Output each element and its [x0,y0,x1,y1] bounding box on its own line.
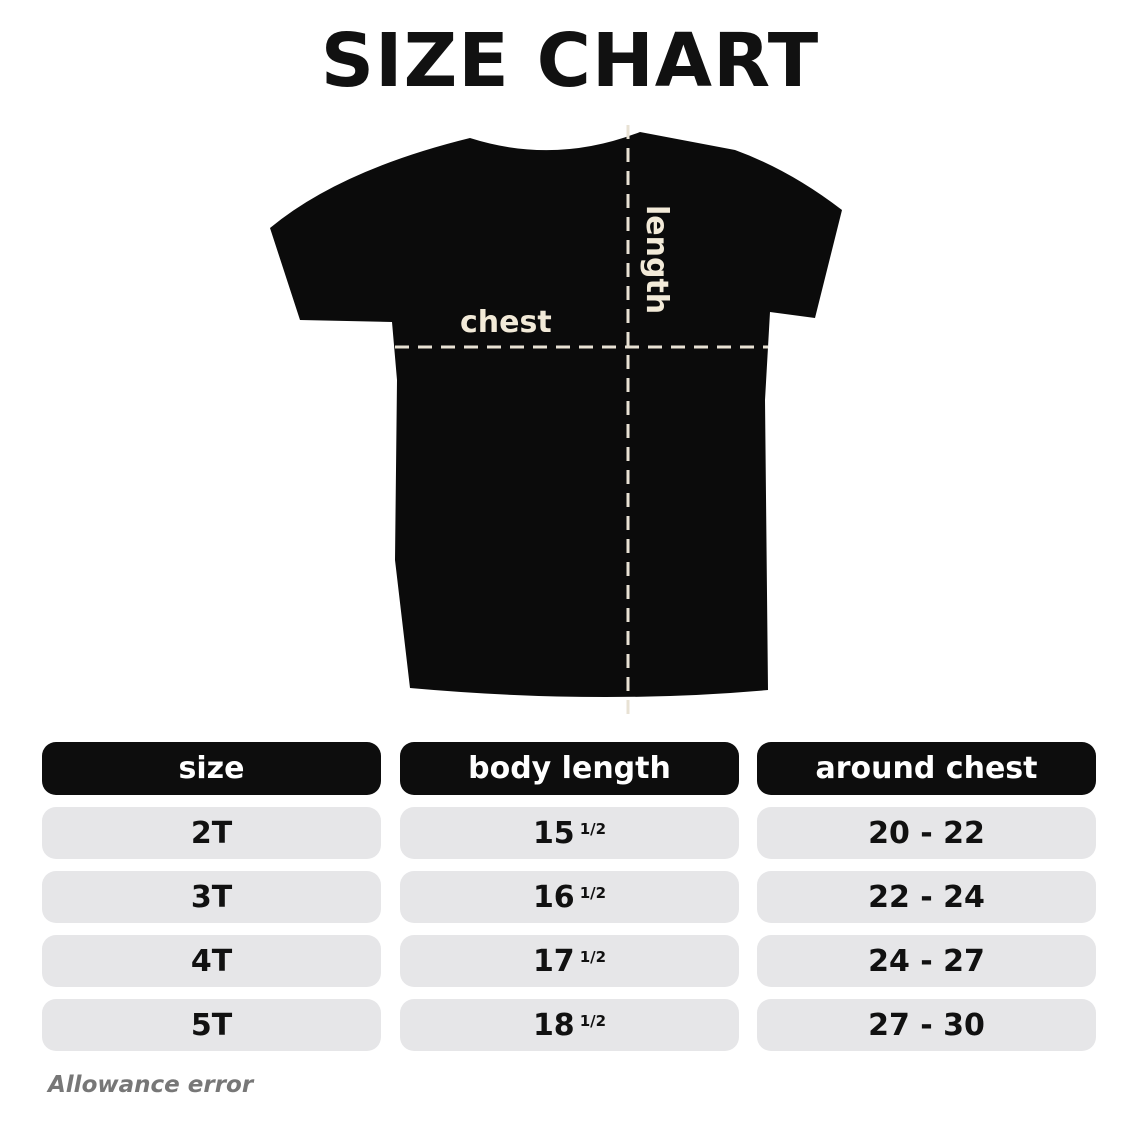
tshirt-shape [270,132,842,698]
header-size: size [42,742,381,795]
chest-label: chest [460,305,552,340]
chest-value: 27 - 30 [868,1007,985,1043]
chest-value: 24 - 27 [868,943,985,979]
size-value: 3T [190,879,233,915]
cell-size: 5T [42,999,381,1051]
length-label: length [639,205,674,314]
header-body-length: body length [400,742,739,795]
cell-body-length: 18 1/2 [400,999,739,1051]
size-value: 5T [190,1007,233,1043]
chest-value: 22 - 24 [868,879,985,915]
size-value: 2T [190,815,233,851]
length-fraction: 1/2 [579,948,607,966]
cell-size: 3T [42,871,381,923]
tshirt-diagram: chest length [270,125,842,722]
chest-value: 20 - 22 [868,815,985,851]
length-value: 16 [532,879,575,915]
cell-around-chest: 22 - 24 [757,871,1096,923]
cell-around-chest: 27 - 30 [757,999,1096,1051]
length-value: 15 [532,815,575,851]
length-fraction: 1/2 [579,820,607,838]
cell-body-length: 15 1/2 [400,807,739,859]
footnote: Allowance error [48,1072,254,1098]
cell-body-length: 17 1/2 [400,935,739,987]
cell-size: 4T [42,935,381,987]
cell-around-chest: 24 - 27 [757,935,1096,987]
cell-around-chest: 20 - 22 [757,807,1096,859]
header-around-chest: around chest [757,742,1096,795]
length-value: 18 [532,1007,575,1043]
cell-size: 2T [42,807,381,859]
size-value: 4T [190,943,233,979]
length-fraction: 1/2 [579,1012,607,1030]
length-fraction: 1/2 [579,884,607,902]
page-title: SIZE CHART [320,18,820,104]
length-value: 17 [532,943,575,979]
cell-body-length: 16 1/2 [400,871,739,923]
